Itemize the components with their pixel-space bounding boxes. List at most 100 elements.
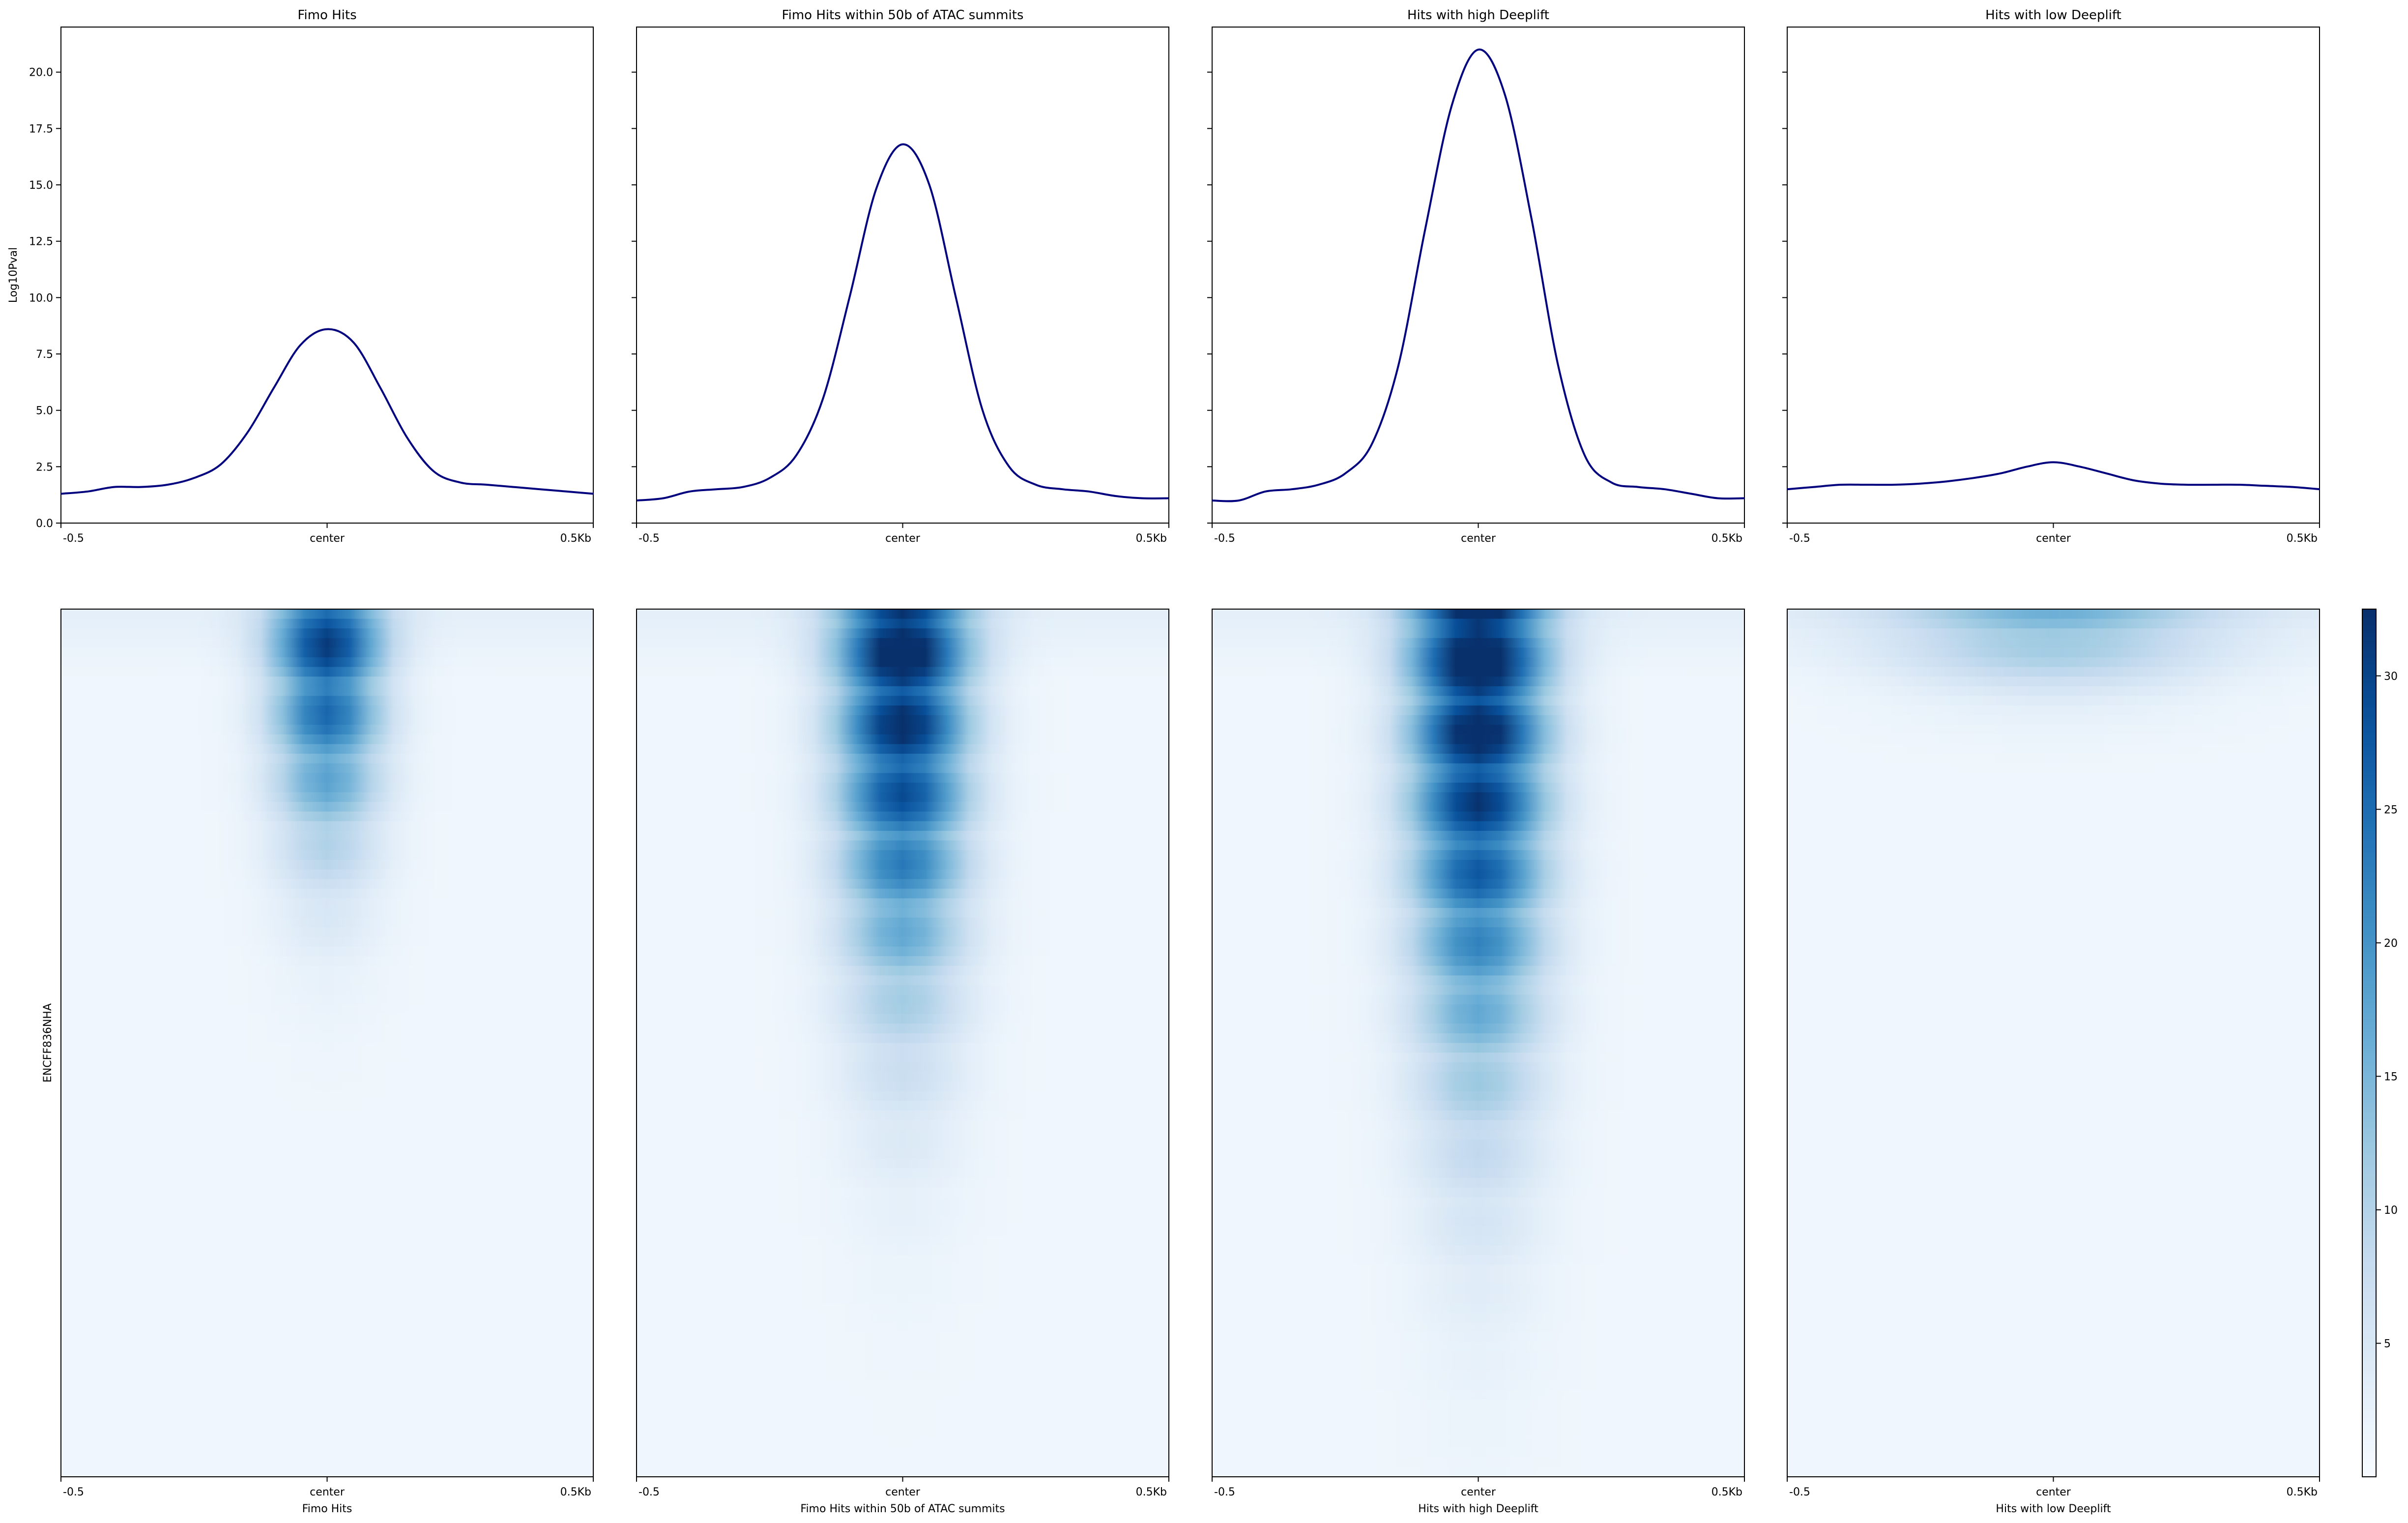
heatmap-row-band — [1212, 1168, 1744, 1178]
heatmap-row-band — [61, 754, 593, 764]
heatmap-row-band — [1787, 1072, 2320, 1082]
heatmap-row-band — [637, 908, 1169, 918]
heatmap-row-band — [637, 1448, 1169, 1458]
heatmap-row-band — [1212, 1264, 1744, 1275]
heatmap-row-band — [1212, 879, 1744, 889]
heatmap-row-band — [637, 859, 1169, 870]
colorbar-tick-label: 5 — [2384, 1338, 2391, 1350]
heatmap-row-band — [637, 898, 1169, 908]
heatmap-row-band — [637, 1419, 1169, 1429]
profile-panel-2: Fimo Hits within 50b of ATAC summits -0.5… — [632, 8, 1169, 545]
profile-panel-1: Fimo Hits 0.0 2.5 5.0 7.5 10.0 12.5 15.0 17.5 20.… — [7, 8, 594, 545]
heatmap-row-band — [1787, 618, 2320, 629]
heatmap-row-band — [1787, 1332, 2320, 1343]
heatmap-row-band — [1787, 859, 2320, 870]
heatmap-row-band — [1212, 888, 1744, 899]
heatmap-row-band — [1212, 1216, 1744, 1227]
heatmap-row-band — [61, 831, 593, 841]
heatmap-row-band — [61, 676, 593, 687]
heatmap-row-band — [1787, 1168, 2320, 1178]
colorbar-tick-label: 15 — [2384, 1071, 2398, 1083]
x-tick-label: 0.5Kb — [2287, 1486, 2318, 1498]
heatmap-row-band — [1787, 1322, 2320, 1333]
heatmap-row-band — [1787, 1467, 2320, 1477]
heatmap-row-band — [1212, 802, 1744, 812]
heatmap-row-band — [1212, 1409, 1744, 1420]
heatmap-row-band — [61, 946, 593, 957]
heatmap-row-band — [61, 1178, 593, 1188]
heatmap-row-band — [1212, 1178, 1744, 1188]
heatmap-row-band — [61, 917, 593, 928]
heatmap-row-band — [61, 1428, 593, 1439]
heatmap-row-band — [1212, 1371, 1744, 1381]
heatmap-row-band — [1212, 1274, 1744, 1285]
axes-frame — [1212, 27, 1745, 524]
x-tick-label: center — [310, 1486, 345, 1498]
heatmap-row-band — [61, 859, 593, 870]
heatmap-row-band — [1212, 1467, 1744, 1477]
heatmap-panel-1: -0.5 center 0.5Kb Fimo Hits ENCFF836NHA — [42, 609, 594, 1515]
heatmap-panel-2: -0.5 center 0.5Kb Fimo Hits within 50b of A… — [636, 609, 1169, 1515]
panel-title: Hits with high Deeplift — [1407, 8, 1549, 23]
heatmap-row-band — [637, 618, 1169, 629]
x-tick-label: 0.5Kb — [1712, 532, 1742, 545]
heatmap-row-band — [1787, 1130, 2320, 1140]
heatmap-row-band — [61, 763, 593, 774]
heatmap-row-band — [61, 696, 593, 706]
heatmap-row-band — [1212, 821, 1744, 831]
x-axis-label: Fimo Hits within 50b of ATAC summits — [800, 1503, 1005, 1515]
heatmap-row-band — [637, 1438, 1169, 1448]
heatmap-row-band — [1212, 773, 1744, 783]
heatmap-row-band — [1212, 1130, 1744, 1140]
heatmap-row-band — [61, 1409, 593, 1420]
heatmap-row-band — [637, 1014, 1169, 1025]
heatmap-row-band — [1212, 1014, 1744, 1025]
heatmap-row-band — [61, 821, 593, 831]
x-tick-label: center — [2036, 1486, 2071, 1498]
heatmap-row-band — [61, 869, 593, 879]
heatmap-row-band — [1212, 696, 1744, 706]
x-tick-label: 0.5Kb — [2287, 532, 2318, 545]
heatmap-row-band — [637, 1380, 1169, 1391]
heatmap-row-band — [637, 1072, 1169, 1082]
heatmap-row-band — [1212, 763, 1744, 774]
heatmap-row-band — [637, 725, 1169, 735]
heatmap-row-band — [61, 1120, 593, 1130]
heatmap-panel-3: -0.5 center 0.5Kb Hits with high Deeplift — [1212, 609, 1745, 1515]
heatmap-row-band — [1787, 1081, 2320, 1092]
heatmap-row-band — [637, 1235, 1169, 1246]
heatmap-row-band — [637, 1158, 1169, 1169]
heatmap-row-band — [1787, 696, 2320, 706]
heatmap-row-band — [1787, 1062, 2320, 1073]
heatmap-row-band — [61, 1467, 593, 1477]
heatmap-row-band — [1212, 792, 1744, 803]
heatmap-row-band — [637, 917, 1169, 928]
heatmap-row-band — [61, 1168, 593, 1178]
heatmap-row-band — [1787, 937, 2320, 947]
heatmap-row-band — [1212, 754, 1744, 764]
heatmap-row-band — [1212, 647, 1744, 658]
heatmap-row-band — [61, 850, 593, 860]
heatmap-row-band — [637, 1004, 1169, 1015]
heatmap-row-band — [1787, 1053, 2320, 1063]
heatmap-row-band — [1212, 1110, 1744, 1121]
heatmap-row-band — [637, 1024, 1169, 1034]
heatmap-row-band — [1212, 618, 1744, 629]
heatmap-row-band — [61, 1274, 593, 1285]
heatmap-row-band — [1787, 917, 2320, 928]
x-tick-label: -0.5 — [1214, 1486, 1235, 1498]
heatmap-row-band — [1212, 783, 1744, 793]
heatmap-row-band — [61, 1332, 593, 1343]
heatmap-row-band — [1212, 1255, 1744, 1265]
heatmap-row-band — [1212, 956, 1744, 967]
heatmap-row-band — [1212, 1293, 1744, 1304]
heatmap-row-band — [61, 1024, 593, 1034]
heatmap-row-band — [1212, 705, 1744, 716]
heatmap-row-band — [637, 1178, 1169, 1188]
heatmap-row-band — [1212, 1091, 1744, 1101]
heatmap-row-band — [637, 686, 1169, 697]
heatmap-row-band — [61, 956, 593, 967]
heatmap-row-band — [1212, 734, 1744, 745]
heatmap-row-band — [637, 638, 1169, 648]
